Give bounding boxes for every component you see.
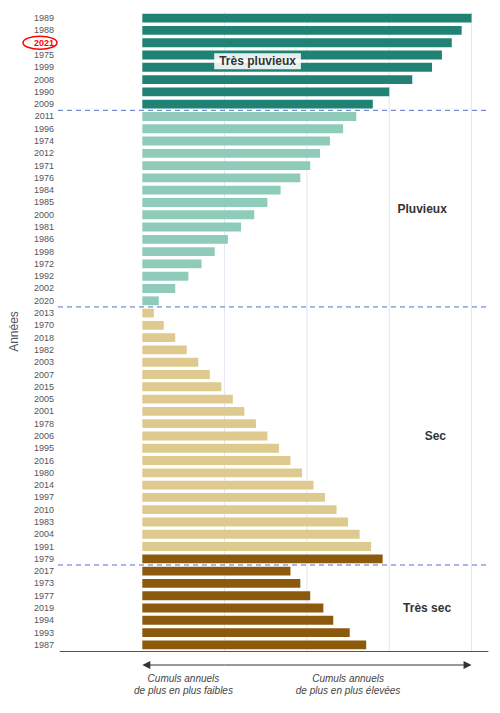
svg-text:1987: 1987 xyxy=(34,640,54,650)
svg-text:1996: 1996 xyxy=(34,124,54,134)
svg-text:1981: 1981 xyxy=(34,222,54,232)
svg-text:1993: 1993 xyxy=(34,628,54,638)
svg-text:2007: 2007 xyxy=(34,370,54,380)
svg-text:1980: 1980 xyxy=(34,468,54,478)
svg-text:2004: 2004 xyxy=(34,529,54,539)
svg-text:de plus en plus faibles: de plus en plus faibles xyxy=(134,685,233,696)
svg-text:2020: 2020 xyxy=(34,296,54,306)
svg-text:1999: 1999 xyxy=(34,62,54,72)
svg-text:1985: 1985 xyxy=(34,197,54,207)
svg-text:1984: 1984 xyxy=(34,185,54,195)
svg-text:2017: 2017 xyxy=(34,566,54,576)
svg-text:2018: 2018 xyxy=(34,333,54,343)
svg-text:de plus en plus élevées: de plus en plus élevées xyxy=(296,685,401,696)
svg-text:2012: 2012 xyxy=(34,148,54,158)
svg-text:2000: 2000 xyxy=(34,210,54,220)
svg-text:2010: 2010 xyxy=(34,505,54,515)
svg-text:1990: 1990 xyxy=(34,87,54,97)
svg-text:1976: 1976 xyxy=(34,173,54,183)
svg-text:2002: 2002 xyxy=(34,283,54,293)
svg-text:1997: 1997 xyxy=(34,492,54,502)
svg-text:2019: 2019 xyxy=(34,603,54,613)
svg-text:1973: 1973 xyxy=(34,578,54,588)
svg-text:2013: 2013 xyxy=(34,308,54,318)
svg-text:1982: 1982 xyxy=(34,345,54,355)
svg-text:Cumuls annuels: Cumuls annuels xyxy=(312,673,384,684)
svg-text:1989: 1989 xyxy=(34,13,54,23)
svg-text:2014: 2014 xyxy=(34,480,54,490)
svg-text:2009: 2009 xyxy=(34,99,54,109)
svg-text:Sec: Sec xyxy=(425,429,447,443)
svg-text:1992: 1992 xyxy=(34,271,54,281)
svg-text:1995: 1995 xyxy=(34,443,54,453)
svg-text:1998: 1998 xyxy=(34,247,54,257)
svg-text:1991: 1991 xyxy=(34,542,54,552)
svg-text:1983: 1983 xyxy=(34,517,54,527)
svg-text:1972: 1972 xyxy=(34,259,54,269)
svg-text:1988: 1988 xyxy=(34,25,54,35)
svg-text:Très pluvieux: Très pluvieux xyxy=(219,54,296,68)
svg-text:1977: 1977 xyxy=(34,591,54,601)
svg-text:2008: 2008 xyxy=(34,75,54,85)
svg-text:2016: 2016 xyxy=(34,456,54,466)
svg-text:2001: 2001 xyxy=(34,406,54,416)
svg-text:1974: 1974 xyxy=(34,136,54,146)
svg-text:1994: 1994 xyxy=(34,615,54,625)
svg-text:Années: Années xyxy=(7,311,21,352)
svg-text:Très sec: Très sec xyxy=(403,601,451,615)
svg-text:2015: 2015 xyxy=(34,382,54,392)
svg-text:1975: 1975 xyxy=(34,50,54,60)
svg-text:1978: 1978 xyxy=(34,419,54,429)
svg-text:2003: 2003 xyxy=(34,357,54,367)
svg-text:Cumuls annuels: Cumuls annuels xyxy=(148,673,220,684)
svg-text:1979: 1979 xyxy=(34,554,54,564)
svg-text:2021: 2021 xyxy=(34,38,54,48)
svg-text:Pluvieux: Pluvieux xyxy=(397,202,447,216)
svg-text:1971: 1971 xyxy=(34,161,54,171)
svg-text:2005: 2005 xyxy=(34,394,54,404)
svg-text:2011: 2011 xyxy=(35,111,54,121)
svg-text:1986: 1986 xyxy=(34,234,54,244)
svg-text:1970: 1970 xyxy=(34,320,54,330)
svg-text:2006: 2006 xyxy=(34,431,54,441)
